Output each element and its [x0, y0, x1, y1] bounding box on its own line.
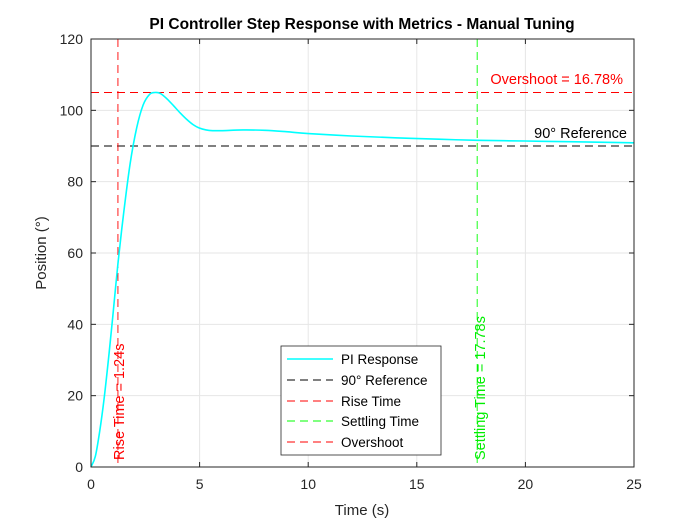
legend-label-rise-time: Rise Time	[341, 394, 401, 409]
settling-time-annotation: Settling Time = 17.78s	[473, 316, 489, 460]
y-tick-label: 40	[67, 316, 83, 332]
reference-lines	[91, 39, 634, 467]
y-tick-label: 0	[75, 459, 83, 475]
pi-response-line	[90, 91, 635, 468]
x-tick-label: 10	[300, 476, 316, 492]
y-axis-label: Position (°)	[33, 216, 50, 290]
x-tick-label: 20	[518, 476, 534, 492]
y-tick-label: 60	[67, 245, 83, 261]
legend: PI Response 90° Reference Rise Time Sett…	[280, 345, 442, 456]
y-tick-label: 80	[67, 174, 83, 190]
x-tick-label: 15	[409, 476, 425, 492]
y-tick-label: 20	[67, 388, 83, 404]
overshoot-annotation: Overshoot = 16.78%	[490, 72, 623, 88]
x-tick-label: 5	[196, 476, 204, 492]
legend-label-overshoot: Overshoot	[341, 435, 404, 450]
reference-annotation: 90° Reference	[534, 126, 627, 142]
ticks: 0 5 10 15 20 25 0 20 40 60 80 100 120	[60, 31, 642, 492]
x-axis-label: Time (s)	[335, 502, 389, 519]
grid	[91, 39, 634, 467]
rise-time-annotation: Rise Time = 1.24s	[112, 344, 128, 460]
y-tick-label: 100	[60, 102, 84, 118]
chart-title: PI Controller Step Response with Metrics…	[149, 16, 574, 33]
x-tick-label: 0	[87, 476, 95, 492]
legend-label-reference: 90° Reference	[341, 373, 427, 388]
legend-label-pi-response: PI Response	[341, 352, 418, 367]
y-tick-label: 120	[60, 31, 84, 47]
series-layer	[90, 91, 635, 468]
x-tick-label: 25	[626, 476, 642, 492]
legend-label-settling-time: Settling Time	[341, 414, 419, 429]
